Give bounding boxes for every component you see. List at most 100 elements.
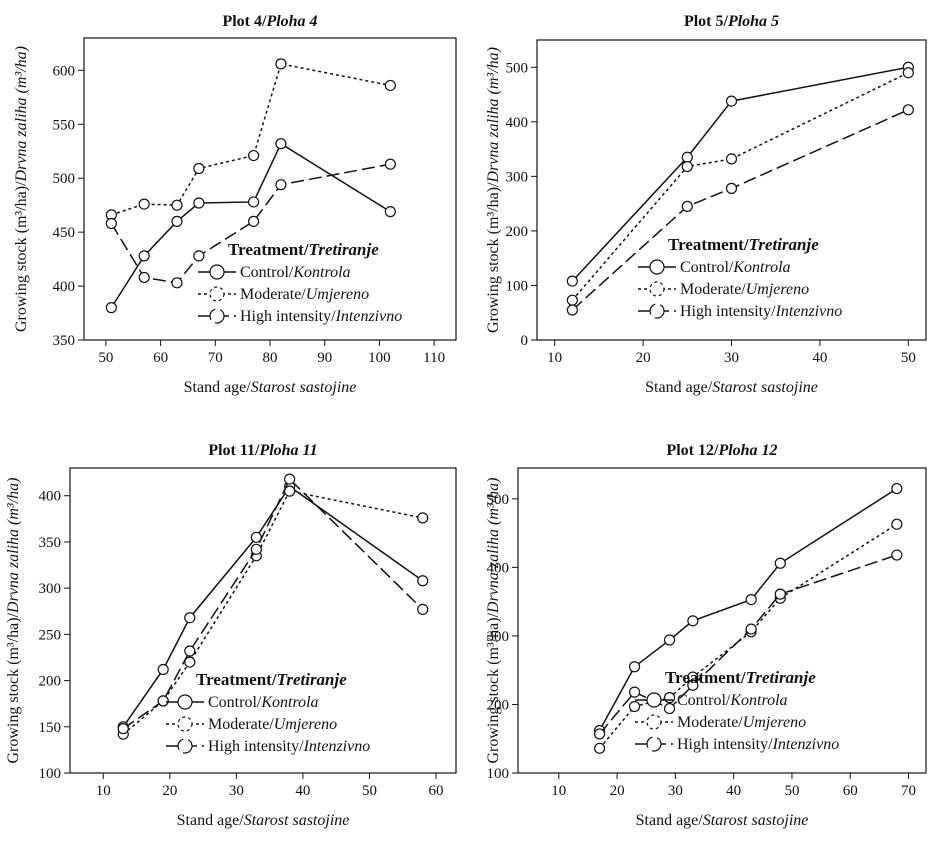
chart-title-text: Plot 5/ [684, 13, 729, 30]
legend: Treatment/Tretiranje Control/Kontrola Mode… [166, 670, 370, 755]
data-point [687, 615, 699, 627]
x-tick-label: 20 [162, 783, 177, 799]
legend-title: Treatment/Tretiranje [665, 668, 816, 687]
series-line-dashed [122, 477, 424, 730]
legend-entry: Control/Kontrola [680, 259, 791, 276]
legend-entry-text: Control/ [677, 692, 731, 709]
y-tick-label: 200 [39, 674, 62, 690]
y-axis-label-text: Growing stock (m³/ha)/ [485, 612, 502, 763]
y-tick-label: 500 [506, 60, 529, 76]
legend-title-text: Treatment/ [665, 668, 746, 687]
legend-swatch-marker [646, 714, 662, 730]
x-axis-label-italic: Starost sastojine [251, 379, 357, 396]
y-tick-label: 400 [53, 279, 76, 295]
data-point [628, 686, 641, 698]
x-axis-label: Stand age/Starost sastojine [184, 379, 357, 396]
series-dashed [105, 158, 396, 289]
data-point [725, 153, 738, 165]
x-tick-label: 30 [724, 350, 739, 366]
legend-entry-text: Moderate/ [680, 281, 746, 298]
y-tick-label: 200 [487, 697, 510, 713]
y-tick-label: 400 [506, 115, 529, 131]
data-point [275, 179, 287, 191]
legend-entry-text: High intensity/ [208, 738, 304, 755]
x-tick-label: 40 [726, 783, 741, 799]
data-point [566, 304, 578, 316]
legend-entry: Control/Kontrola [677, 692, 788, 709]
legend-entry-text: Control/ [240, 264, 294, 281]
chart-title-text: Plot 12/ [666, 442, 719, 459]
x-tick-label: 10 [96, 783, 111, 799]
x-axis-label-italic: Starost sastojine [703, 812, 809, 829]
legend-entry: Moderate/Umjereno [680, 281, 809, 298]
data-point [247, 149, 260, 162]
y-axis-label: Growing stock (m³/ha)/Drvna zaliha (m³/h… [485, 478, 502, 764]
data-point [184, 612, 196, 624]
series-line-solid [571, 66, 909, 282]
y-axis-label-text: Growing stock (m³/ha)/ [485, 182, 502, 333]
legend-entry-italic: Kontrola [732, 259, 790, 276]
data-point [774, 557, 786, 569]
data-point [663, 634, 676, 646]
legend-entry-italic: Kontrola [292, 264, 350, 281]
data-point [902, 104, 914, 116]
x-tick-label: 80 [263, 350, 278, 366]
chart-title: Plot 11/Ploha 11 [208, 442, 317, 459]
data-point [275, 58, 287, 70]
data-point [687, 679, 699, 691]
legend-title: Treatment/Tretiranje [668, 235, 819, 254]
y-tick-label: 100 [39, 766, 62, 782]
legend-title-italic: Tretiranje [749, 235, 820, 254]
data-point [593, 742, 606, 754]
y-tick-label: 400 [487, 560, 510, 576]
chart-title-text: Plot 11/ [208, 442, 260, 459]
y-tick-label: 300 [506, 169, 529, 185]
legend: Treatment/Tretiranje Control/Kontrola Mode… [638, 235, 842, 320]
data-point [891, 482, 903, 495]
plot-frame [517, 467, 927, 774]
chart-title: Plot 12/Ploha 12 [666, 442, 777, 459]
data-point [417, 575, 429, 587]
x-tick-label: 110 [423, 350, 445, 366]
plot-frame [69, 467, 457, 774]
y-axis-label-text: Growing stock (m³/ha)/ [5, 612, 22, 763]
data-point [681, 200, 693, 212]
legend-swatch-marker [177, 738, 193, 754]
chart-title-text: Plot 4/ [222, 13, 267, 30]
data-point [138, 271, 150, 284]
y-tick-label: 500 [53, 171, 76, 187]
x-tick-label: 50 [901, 350, 916, 366]
data-point [745, 593, 757, 606]
y-tick-label: 350 [53, 333, 76, 349]
series-line-solid [122, 485, 424, 728]
y-tick-label: 500 [487, 492, 510, 508]
legend-swatch-marker [177, 694, 193, 710]
chart-title-italic: Ploha 5 [727, 13, 779, 30]
legend-swatch-marker [646, 692, 662, 708]
chart-panel-4: Plot 12/Ploha 12 10 20 30 40 50 60 70 100 200 300 4… [485, 442, 927, 829]
series-line-dashed [571, 109, 909, 311]
data-point [628, 700, 641, 713]
x-tick-label: 60 [429, 783, 444, 799]
x-tick-label: 20 [610, 783, 625, 799]
data-point [275, 138, 287, 150]
legend-title-italic: Tretiranje [309, 240, 380, 259]
legend-entry-text: Moderate/ [240, 286, 306, 303]
data-point [184, 656, 196, 668]
y-tick-label: 100 [487, 766, 510, 782]
data-point [157, 695, 169, 707]
data-point [902, 67, 914, 79]
data-point [745, 623, 757, 635]
legend: Treatment/Tretiranje Control/Kontrola Mode… [198, 240, 402, 325]
data-point [157, 663, 169, 676]
data-point [384, 206, 396, 218]
legend-entry: Moderate/Umjereno [208, 716, 337, 733]
legend-entry-italic: Intenzivno [775, 303, 843, 320]
legend-entry-italic: Kontrola [729, 692, 787, 709]
data-point [891, 518, 903, 530]
series-dashed [117, 473, 429, 735]
data-point [105, 302, 117, 314]
y-axis-label-italic: Drvna zaliha (m³/ha) [5, 478, 22, 614]
legend-entry-italic: Kontrola [260, 694, 318, 711]
legend-entry: Moderate/Umjereno [677, 714, 806, 731]
